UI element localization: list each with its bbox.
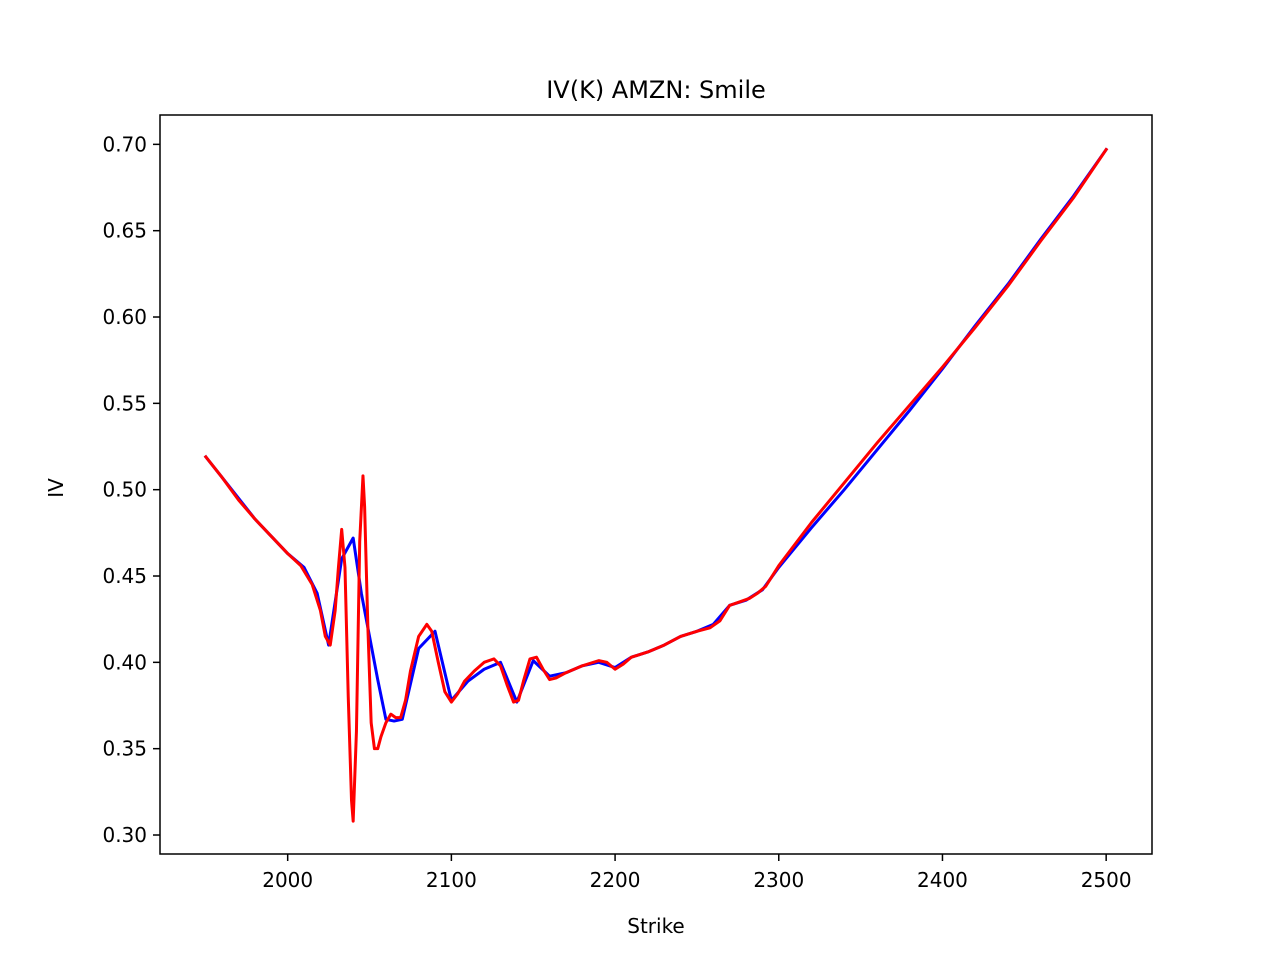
x-axis-label: Strike (627, 914, 685, 938)
x-tick-label: 2100 (426, 868, 477, 892)
y-axis: 0.30 0.35 0.40 0.45 0.50 0.55 0.60 0.65 0.70 (102, 132, 160, 847)
y-axis-label: IV (44, 478, 68, 498)
x-tick-label: 2200 (590, 868, 641, 892)
y-tick-label: 0.60 (102, 305, 147, 329)
y-tick-label: 0.40 (102, 650, 147, 674)
y-tick-label: 0.70 (102, 132, 147, 156)
x-tick-label: 2300 (753, 868, 804, 892)
x-tick-label: 2000 (262, 868, 313, 892)
y-tick-label: 0.50 (102, 478, 147, 502)
y-tick-label: 0.55 (102, 391, 147, 415)
x-tick-label: 2500 (1081, 868, 1132, 892)
series-line-2 (203, 147, 1109, 823)
series-layer (203, 147, 1109, 823)
chart-title: IV(K) AMZN: Smile (546, 76, 766, 104)
y-tick-label: 0.65 (102, 219, 147, 243)
plot-frame (159, 114, 1153, 855)
x-tick-label: 2400 (917, 868, 968, 892)
y-tick-label: 0.30 (102, 823, 147, 847)
x-axis: 2000 2100 2200 2300 2400 2500 (262, 854, 1132, 892)
y-tick-label: 0.45 (102, 564, 147, 588)
y-tick-label: 0.35 (102, 737, 147, 761)
